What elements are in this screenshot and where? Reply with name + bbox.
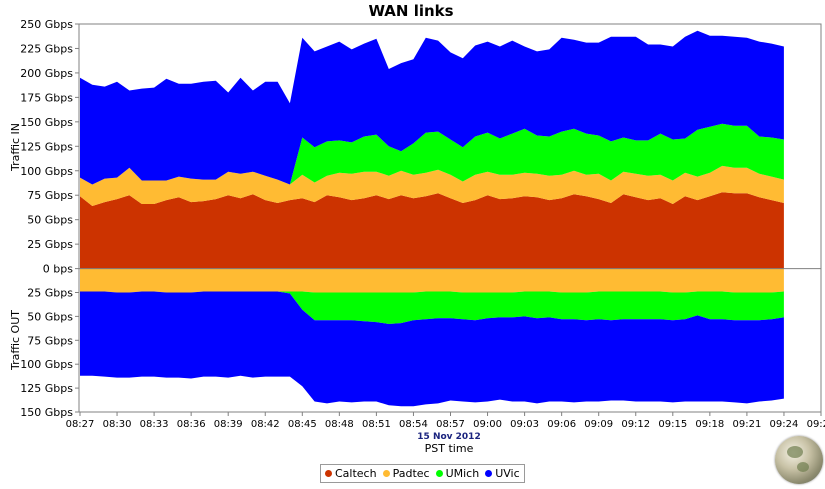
x-tick-label: 09:06 [547,419,576,430]
legend-item-padtec: Padtec [382,467,430,480]
area-layer [80,30,784,407]
y-axis-label-out: Traffic OUT [9,310,22,371]
legend-item-uvic: UVic [485,467,520,480]
legend-swatch [435,470,443,477]
y-tick-label: 50 Gbps [27,214,73,227]
x-tick-label: 09:27 [807,419,825,430]
x-tick-label: 08:30 [103,419,132,430]
globe-logo [775,436,823,484]
y-tick-label: 200 Gbps [20,67,73,80]
y-tick-label: 150 Gbps [20,406,73,419]
x-axis-label: PST time [425,442,474,455]
x-tick-label: 09:03 [510,419,539,430]
y-tick-label: 75 Gbps [27,334,73,347]
x-tick-label: 08:48 [325,419,354,430]
legend-swatch [485,470,493,477]
x-tick-label: 08:36 [177,419,206,430]
legend-label: UVic [495,467,520,480]
legend: Caltech Padtec UMich UVic [320,464,525,483]
x-tick-label: 08:39 [214,419,243,430]
legend-label: Padtec [392,467,430,480]
legend-swatch [382,470,390,477]
traffic-in-padtec-area [80,165,784,206]
y-tick-label: 75 Gbps [27,189,73,202]
x-tick-label: 08:57 [436,419,465,430]
traffic-out-umich-area [80,291,784,324]
y-tick-label: 0 bps [43,263,73,276]
x-tick-label: 09:00 [473,419,502,430]
x-tick-label: 08:45 [288,419,317,430]
legend-swatch [325,470,332,477]
traffic-in-uvic-area [80,30,784,185]
axes-layer: 250 Gbps 225 Gbps 200 Gbps 175 Gbps 150 Gbps… [20,18,825,430]
traffic-out-uvic-area [80,291,784,407]
x-tick-label: 08:27 [66,419,95,430]
x-tick-label: 09:24 [770,419,799,430]
y-tick-label: 250 Gbps [20,18,73,31]
x-tick-label: 08:42 [251,419,280,430]
y-tick-label: 225 Gbps [20,42,73,55]
x-tick-label: 09:12 [621,419,650,430]
traffic-in-umich-area [80,123,784,185]
date-label: 15 Nov 2012 [417,432,480,442]
x-tick-label: 09:09 [584,419,613,430]
legend-item-caltech: Caltech [325,467,377,480]
y-tick-label: 150 Gbps [20,116,73,129]
y-tick-label: 25 Gbps [27,238,73,251]
x-tick-label: 08:54 [399,419,428,430]
legend-label: UMich [445,467,480,480]
chart-title: WAN links [368,2,453,20]
y-tick-label: 175 Gbps [20,91,73,104]
x-tick-label: 09:15 [658,419,687,430]
y-tick-label: 25 Gbps [27,287,73,300]
x-tick-label: 08:33 [140,419,169,430]
traffic-out-padtec-area [80,268,784,293]
legend-item-umich: UMich [435,467,480,480]
y-axis-label-in: Traffic IN [9,123,22,172]
x-tick-label: 09:18 [695,419,724,430]
traffic-in-caltech-area [80,192,784,269]
x-tick-label: 09:21 [732,419,761,430]
y-tick-label: 50 Gbps [27,310,73,323]
x-tick-label: 08:51 [362,419,391,430]
y-tick-label: 125 Gbps [20,140,73,153]
legend-label: Caltech [335,467,377,480]
y-tick-label: 100 Gbps [20,165,73,178]
y-tick-label: 100 Gbps [20,358,73,371]
y-tick-label: 125 Gbps [20,382,73,395]
